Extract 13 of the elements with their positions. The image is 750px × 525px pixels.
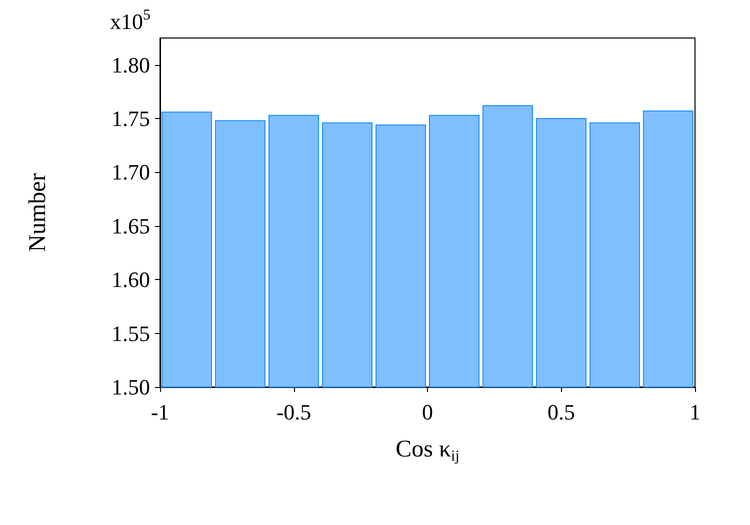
- y-tick-label: 1.70: [112, 160, 150, 185]
- y-tick-label: 1.65: [112, 213, 150, 238]
- y-tick-label: 1.75: [112, 106, 150, 132]
- x-tick-label: -0.5: [276, 400, 312, 424]
- y-tick-label: 1.50: [112, 374, 150, 400]
- x-tick-label: 1: [690, 400, 700, 424]
- y-axis-title: Number: [25, 173, 51, 252]
- y-tick-label: 1.55: [112, 320, 150, 346]
- x-tick-label: -1: [150, 400, 170, 424]
- y-tick-label: 1.60: [112, 267, 150, 292]
- x-tick-label: 0.5: [548, 400, 575, 424]
- y-tick-label: 1.80: [112, 52, 150, 78]
- x-tick-label: 0: [422, 400, 433, 424]
